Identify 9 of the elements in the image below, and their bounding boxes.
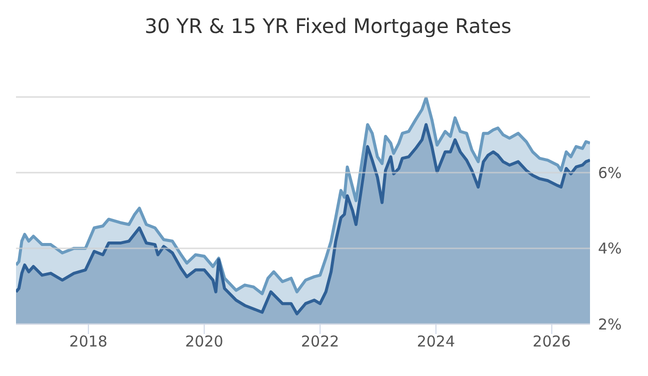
y-tick-label: 2%: [598, 315, 622, 334]
y-tick-label: 6%: [598, 164, 622, 182]
x-tick-label: 2020: [185, 332, 224, 351]
x-tick-label: 2024: [416, 332, 456, 351]
y-tick-label: 4%: [598, 240, 622, 258]
x-tick-label: 2018: [69, 332, 108, 351]
chart-title: 30 YR & 15 YR Fixed Mortgage Rates: [144, 13, 512, 40]
x-tick-label: 2022: [300, 332, 340, 351]
x-tick-label: 2026: [532, 332, 571, 351]
